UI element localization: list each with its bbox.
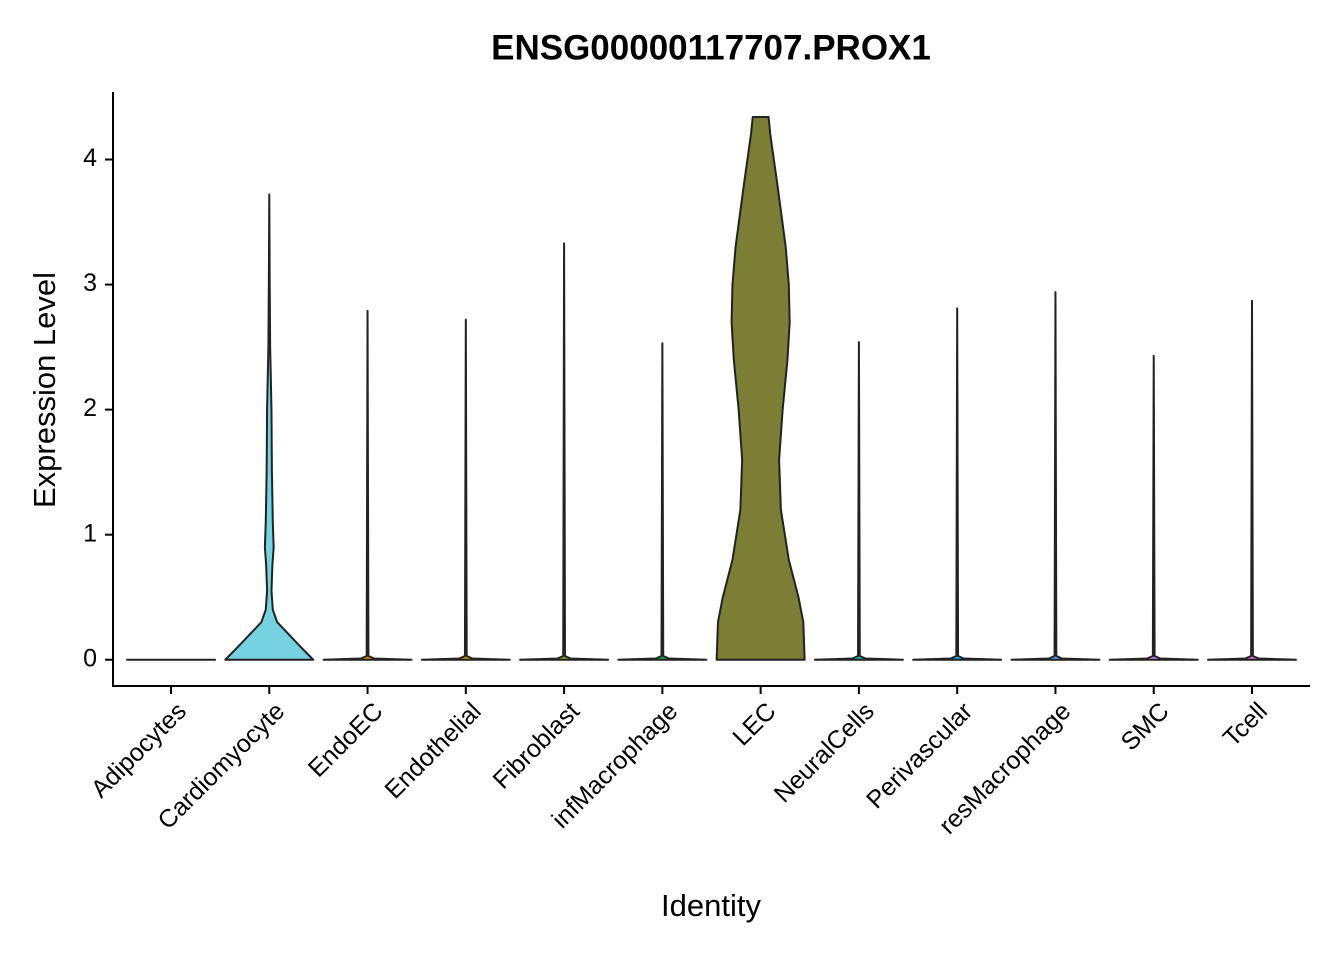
y-axis-label: Expression Level <box>27 272 62 508</box>
violin <box>224 193 315 661</box>
y-tick-label: 2 <box>83 394 97 422</box>
x-tick-label: SMC <box>1116 697 1175 756</box>
violin <box>617 342 708 661</box>
y-tick-label: 4 <box>83 144 97 172</box>
chart-title: ENSG00000117707.PROX1 <box>491 28 931 67</box>
y-tick-label: 0 <box>83 644 97 672</box>
violin <box>519 242 610 661</box>
x-tick-label: EndoEC <box>303 697 389 783</box>
x-axis-label: Identity <box>661 888 761 923</box>
violin <box>912 307 1003 661</box>
x-tick-label: Endothelial <box>379 697 486 804</box>
x-tick-label: Fibroblast <box>488 697 585 794</box>
violin <box>1207 299 1297 661</box>
violin <box>420 318 511 661</box>
y-tick-label: 1 <box>83 519 97 547</box>
x-tick-label: Adipocytes <box>86 697 192 803</box>
violin <box>813 341 904 661</box>
x-tick-label: LEC <box>727 697 781 751</box>
violin <box>715 116 806 661</box>
x-tick-label: Tcell <box>1218 697 1273 752</box>
violin <box>322 309 413 661</box>
violin <box>1108 354 1199 661</box>
y-tick-label: 3 <box>83 269 97 297</box>
violin <box>1010 291 1101 661</box>
